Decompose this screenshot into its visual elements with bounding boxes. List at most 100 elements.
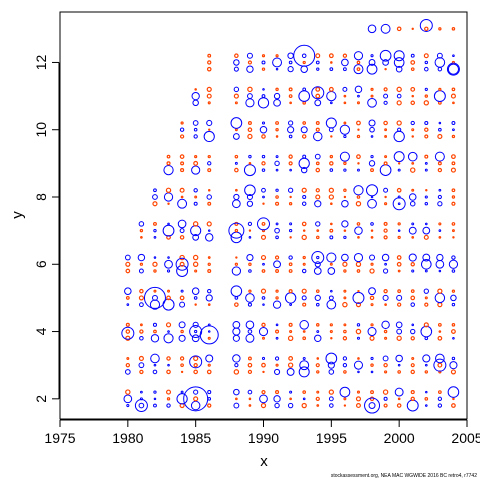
negative-residual-bubble [451, 222, 456, 226]
positive-residual-bubble [367, 198, 377, 209]
negative-residual-bubble [452, 101, 455, 105]
positive-residual-bubble [424, 222, 428, 226]
positive-residual-bubble [397, 229, 401, 232]
positive-residual-bubble [314, 294, 321, 302]
negative-residual-bubble [301, 234, 307, 241]
positive-residual-bubble [228, 222, 245, 239]
positive-residual-bubble [339, 151, 350, 162]
positive-residual-bubble [397, 127, 402, 132]
negative-residual-bubble [423, 234, 429, 240]
positive-residual-bubble [247, 329, 253, 334]
negative-residual-bubble [370, 236, 374, 239]
negative-residual-bubble [383, 235, 388, 240]
negative-residual-bubble [383, 161, 388, 166]
negative-residual-bubble [179, 154, 185, 159]
negative-residual-bubble [438, 27, 442, 31]
positive-residual-bubble [438, 269, 442, 273]
positive-residual-bubble [368, 160, 376, 167]
positive-residual-bubble [192, 233, 200, 241]
positive-residual-bubble [274, 227, 280, 234]
positive-residual-bubble [435, 353, 445, 364]
negative-residual-bubble [425, 189, 428, 192]
positive-residual-bubble [314, 261, 321, 268]
positive-residual-bubble [192, 321, 199, 328]
positive-residual-bubble [395, 354, 403, 363]
negative-residual-bubble [382, 389, 389, 395]
negative-residual-bubble [166, 397, 171, 401]
positive-residual-bubble [176, 393, 188, 405]
negative-residual-bubble [235, 256, 238, 259]
positive-residual-bubble [433, 90, 446, 103]
negative-residual-bubble [234, 128, 238, 132]
positive-residual-bubble [178, 321, 186, 329]
negative-residual-bubble [207, 303, 211, 306]
y-tick-label: 4 [33, 327, 49, 335]
positive-residual-bubble [330, 101, 333, 105]
positive-residual-bubble [258, 326, 269, 337]
x-tick-label: 1980 [112, 430, 143, 446]
negative-residual-bubble [140, 236, 143, 239]
negative-residual-bubble [139, 329, 144, 334]
negative-residual-bubble [383, 362, 388, 368]
negative-residual-bubble [410, 390, 415, 395]
positive-residual-bubble [248, 154, 252, 159]
positive-residual-bubble [287, 52, 294, 59]
negative-residual-bubble [356, 134, 361, 139]
y-tick-label: 10 [33, 122, 49, 138]
negative-residual-bubble [234, 262, 239, 266]
positive-residual-bubble [123, 394, 133, 404]
positive-residual-bubble [301, 53, 307, 59]
negative-residual-bubble [153, 269, 157, 273]
negative-residual-bubble [193, 396, 199, 402]
negative-residual-bubble [384, 135, 388, 138]
positive-residual-bubble [246, 193, 253, 201]
negative-residual-bubble [261, 221, 266, 226]
positive-residual-bubble [438, 229, 442, 232]
positive-residual-bubble [245, 333, 255, 343]
positive-residual-bubble [300, 65, 309, 73]
positive-residual-bubble [191, 334, 200, 343]
positive-residual-bubble [179, 301, 186, 308]
negative-residual-bubble [438, 236, 442, 239]
negative-residual-bubble [355, 302, 362, 308]
positive-residual-bubble [301, 201, 307, 206]
positive-residual-bubble [342, 86, 348, 92]
negative-residual-bubble [424, 296, 428, 300]
positive-residual-bubble [397, 168, 401, 172]
negative-residual-bubble [261, 134, 266, 139]
positive-residual-bubble [423, 288, 429, 294]
positive-residual-bubble [370, 135, 374, 138]
positive-residual-bubble [370, 155, 374, 159]
positive-residual-bubble [353, 64, 364, 75]
negative-residual-bubble [288, 161, 293, 166]
positive-residual-bubble [126, 403, 130, 408]
positive-residual-bubble [124, 369, 131, 375]
negative-residual-bubble [396, 335, 402, 341]
positive-residual-bubble [325, 352, 338, 365]
negative-residual-bubble [316, 229, 320, 233]
negative-residual-bubble [207, 154, 211, 159]
negative-residual-bubble [411, 188, 415, 192]
positive-residual-bubble [193, 389, 199, 395]
positive-residual-bubble [183, 386, 209, 412]
negative-residual-bubble [206, 221, 212, 227]
negative-residual-bubble [355, 201, 362, 207]
positive-residual-bubble [199, 325, 219, 345]
positive-residual-bubble [410, 120, 415, 126]
positive-residual-bubble [288, 228, 293, 233]
positive-residual-bubble [393, 130, 405, 143]
positive-residual-bubble [153, 236, 157, 239]
negative-residual-bubble [315, 396, 320, 401]
positive-residual-bubble [194, 329, 198, 334]
positive-residual-bubble [167, 363, 170, 367]
negative-residual-bubble [288, 87, 293, 92]
negative-residual-bubble [452, 397, 455, 401]
positive-residual-bubble [311, 86, 325, 100]
negative-residual-bubble [355, 396, 362, 402]
positive-residual-bubble [137, 253, 146, 262]
negative-residual-bubble [424, 396, 429, 401]
positive-residual-bubble [381, 253, 390, 262]
positive-residual-bubble [259, 394, 268, 404]
positive-residual-bubble [153, 228, 157, 233]
negative-residual-bubble [234, 101, 238, 105]
